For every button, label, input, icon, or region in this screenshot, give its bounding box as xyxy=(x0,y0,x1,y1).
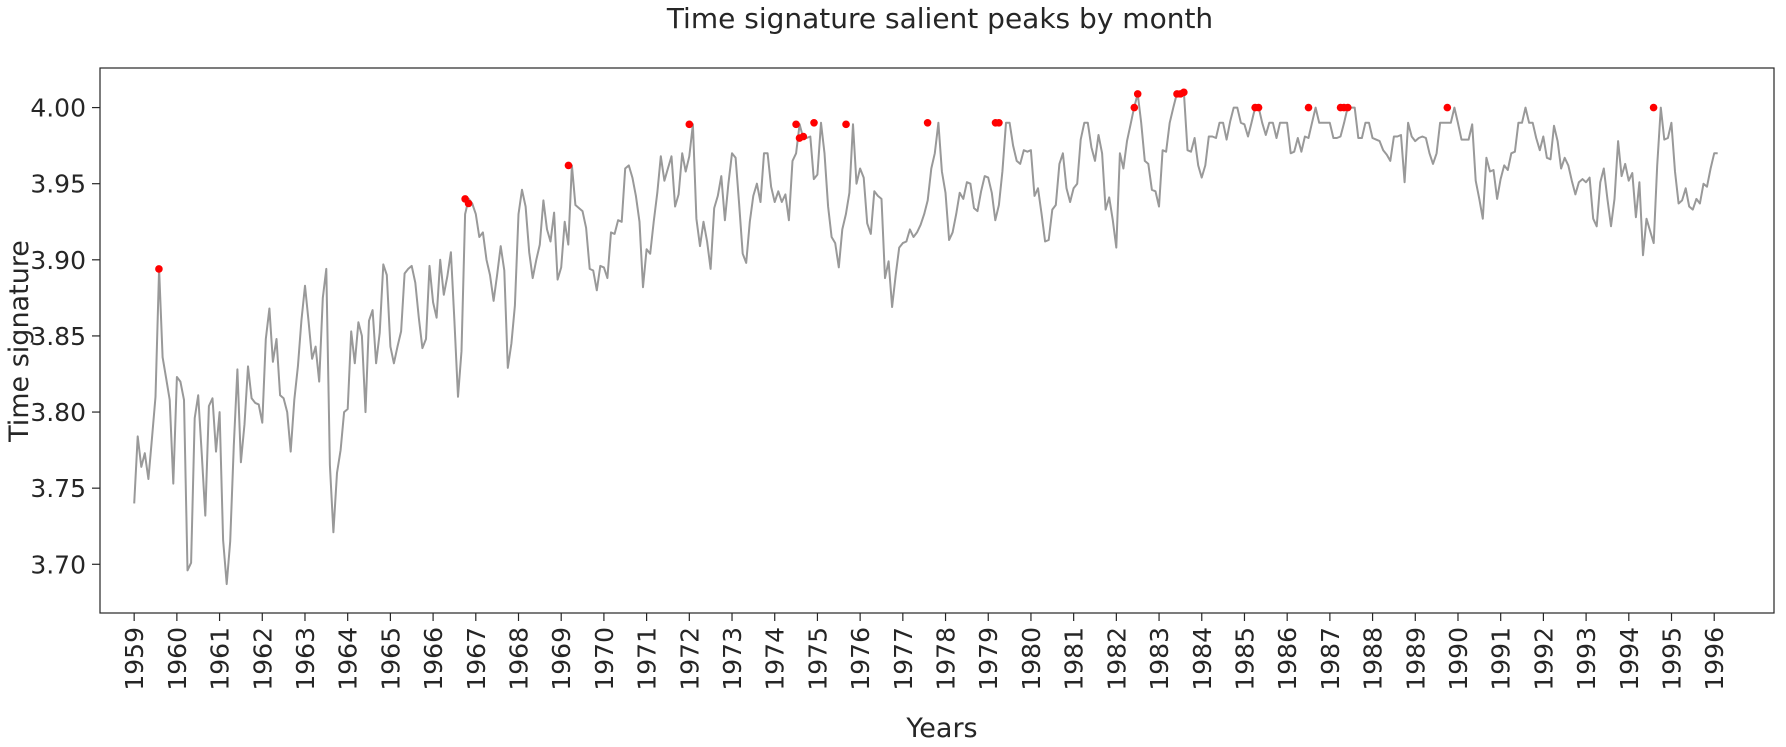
x-tick-label: 1974 xyxy=(761,627,790,691)
x-tick-label: 1964 xyxy=(334,627,363,691)
peak-point xyxy=(1304,103,1313,112)
x-tick-label: 1961 xyxy=(206,627,235,691)
y-tick-label: 3.80 xyxy=(30,398,86,427)
x-tick-label: 1960 xyxy=(163,627,192,691)
x-tick-label: 1977 xyxy=(889,627,918,691)
y-tick-label: 3.85 xyxy=(30,322,86,351)
x-tick-label: 1963 xyxy=(291,627,320,691)
x-tick-label: 1972 xyxy=(675,627,704,691)
x-tick-label: 1959 xyxy=(120,627,149,691)
x-tick-label: 1982 xyxy=(1102,627,1131,691)
x-tick-label: 1984 xyxy=(1188,627,1217,691)
plot-frame xyxy=(99,67,1775,614)
x-tick-label: 1995 xyxy=(1658,627,1687,691)
x-tick-label: 1967 xyxy=(462,627,491,691)
peak-point xyxy=(1443,103,1452,112)
y-axis-label: Time signature xyxy=(4,240,35,443)
x-tick-label: 1993 xyxy=(1572,627,1601,691)
peak-point xyxy=(1649,103,1658,112)
x-tick-label: 1986 xyxy=(1273,627,1302,691)
x-tick-label: 1970 xyxy=(590,627,619,691)
x-tick-label: 1994 xyxy=(1615,627,1644,691)
x-tick-label: 1981 xyxy=(1060,627,1089,691)
peak-point xyxy=(1133,90,1142,98)
series-line-monthly xyxy=(133,91,1718,586)
x-tick-label: 1966 xyxy=(419,627,448,691)
y-tick-label: 3.70 xyxy=(30,550,86,579)
chart-title: Time signature salient peaks by month xyxy=(666,2,1213,35)
x-tick-label: 1996 xyxy=(1700,627,1729,691)
y-tick-label: 3.90 xyxy=(30,246,86,275)
x-tick-label: 1968 xyxy=(505,627,534,691)
peak-point xyxy=(1344,103,1352,112)
peak-point xyxy=(685,120,694,129)
x-tick-label: 1978 xyxy=(932,627,961,691)
peak-point xyxy=(842,120,850,129)
x-tick-label: 1985 xyxy=(1230,627,1259,691)
x-tick-label: 1962 xyxy=(248,627,277,691)
plot-area: 3.70 3.75 3.80 3.85 3.90 3.95 4.00 1959 1960 1961… xyxy=(30,67,1775,691)
peak-point xyxy=(995,119,1003,127)
x-tick-label: 1987 xyxy=(1316,627,1345,691)
y-tick-label: 3.75 xyxy=(30,474,86,503)
x-tick-label: 1989 xyxy=(1401,627,1430,691)
x-tick-label: 1965 xyxy=(376,627,405,691)
x-tick-label: 1983 xyxy=(1145,627,1174,691)
x-axis-label: Years xyxy=(905,713,977,744)
x-tick-label: 1969 xyxy=(547,627,576,691)
peak-point xyxy=(1254,103,1263,112)
x-tick-label: 1979 xyxy=(974,627,1003,691)
peak-point xyxy=(464,199,473,208)
y-tick-label: 3.95 xyxy=(30,170,86,199)
peak-point xyxy=(1180,88,1188,97)
peak-point xyxy=(155,265,163,273)
x-tick-label: 1988 xyxy=(1359,627,1388,691)
y-tick-label: 4.00 xyxy=(30,94,86,123)
peak-point xyxy=(810,119,818,127)
x-tick-label: 1973 xyxy=(718,627,747,691)
x-tick-label: 1992 xyxy=(1529,627,1558,691)
peak-point xyxy=(799,132,808,141)
peak-point xyxy=(1130,103,1139,112)
peak-point xyxy=(564,161,573,170)
x-tick-label: 1971 xyxy=(633,627,662,691)
x-tick-label: 1975 xyxy=(803,627,832,691)
x-tick-label: 1980 xyxy=(1017,627,1046,691)
x-tick-label: 1976 xyxy=(846,627,875,691)
x-tick-label: 1990 xyxy=(1444,627,1473,691)
peak-point xyxy=(923,119,932,127)
peak-point xyxy=(792,120,800,129)
x-tick-label: 1991 xyxy=(1487,627,1516,691)
